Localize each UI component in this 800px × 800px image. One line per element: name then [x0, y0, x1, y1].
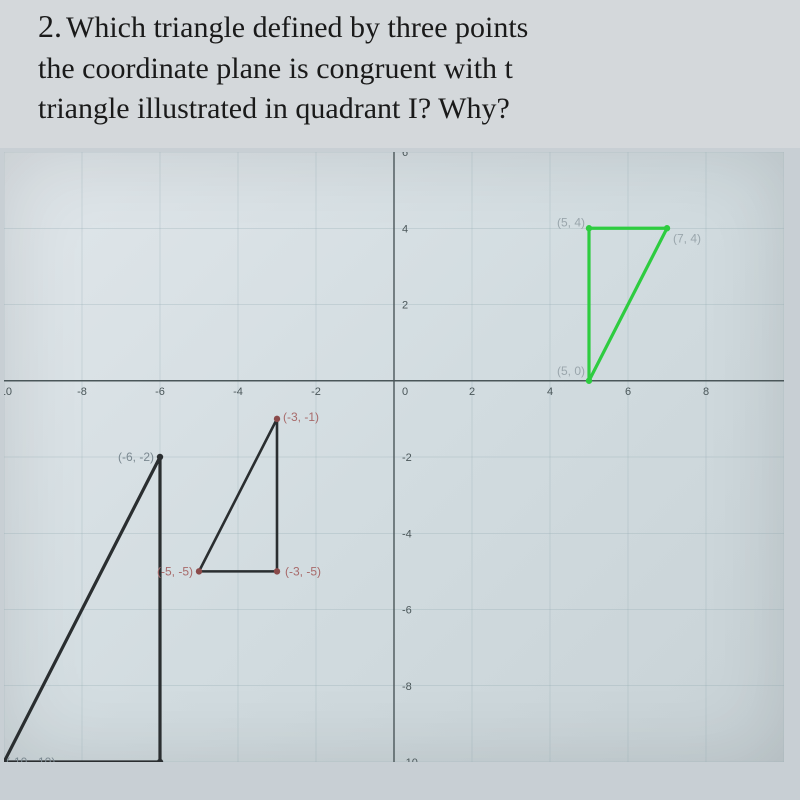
svg-text:2: 2	[402, 299, 408, 311]
coordinate-plane: -10 -8 -6 -4 -2 2 4 6 8 -10 -8 -6 -4 -2 2 4 6 0 (-6, -2) (-…	[4, 152, 784, 762]
svg-text:2: 2	[469, 385, 475, 397]
svg-text:4: 4	[402, 223, 408, 235]
question-block: 2. Which triangle defined by three point…	[0, 0, 800, 148]
svg-text:-6: -6	[402, 604, 412, 616]
svg-text:-10: -10	[4, 385, 12, 397]
svg-text:-6: -6	[155, 385, 165, 397]
svg-text:0: 0	[402, 385, 408, 397]
svg-text:-4: -4	[233, 385, 243, 397]
svg-text:6: 6	[402, 152, 408, 159]
svg-text:(7, 4): (7, 4)	[673, 231, 701, 245]
svg-text:(-3, -5): (-3, -5)	[285, 564, 321, 578]
svg-text:(-5, -5): (-5, -5)	[157, 564, 193, 578]
question-line-1: Which triangle defined by three points	[66, 11, 528, 44]
svg-text:(5, 4): (5, 4)	[557, 215, 585, 229]
question-line-2: the coordinate plane is congruent with t	[38, 52, 513, 85]
svg-text:-2: -2	[311, 385, 321, 397]
svg-text:4: 4	[547, 385, 553, 397]
svg-text:-10: -10	[402, 757, 418, 762]
question-line-3: triangle illustrated in quadrant I? Why?	[38, 92, 510, 125]
svg-text:(-6, -2): (-6, -2)	[118, 450, 154, 464]
graph-svg: -10 -8 -6 -4 -2 2 4 6 8 -10 -8 -6 -4 -2 2 4 6 0 (-6, -2) (-…	[4, 152, 784, 762]
question-number: 2.	[38, 8, 62, 44]
svg-text:(-3, -1): (-3, -1)	[283, 409, 319, 423]
svg-text:(-10, -10): (-10, -10)	[6, 755, 55, 762]
svg-text:6: 6	[625, 385, 631, 397]
svg-text:8: 8	[703, 385, 709, 397]
svg-text:-8: -8	[77, 385, 87, 397]
svg-text:-2: -2	[402, 452, 412, 464]
svg-text:(5, 0): (5, 0)	[557, 363, 585, 377]
svg-text:-8: -8	[402, 680, 412, 692]
svg-text:-4: -4	[402, 528, 412, 540]
